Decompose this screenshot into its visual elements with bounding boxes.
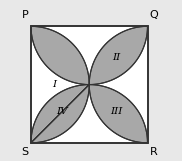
Text: R: R	[149, 147, 157, 157]
Text: II: II	[112, 53, 120, 62]
Polygon shape	[31, 26, 147, 143]
Polygon shape	[31, 85, 89, 143]
Text: Q: Q	[149, 10, 158, 20]
Text: S: S	[22, 147, 29, 157]
Text: I: I	[52, 80, 56, 89]
Text: III: III	[110, 107, 122, 116]
Polygon shape	[89, 85, 147, 143]
Text: P: P	[22, 10, 29, 20]
Polygon shape	[89, 26, 147, 85]
Text: IV: IV	[57, 107, 68, 116]
Polygon shape	[31, 26, 89, 85]
